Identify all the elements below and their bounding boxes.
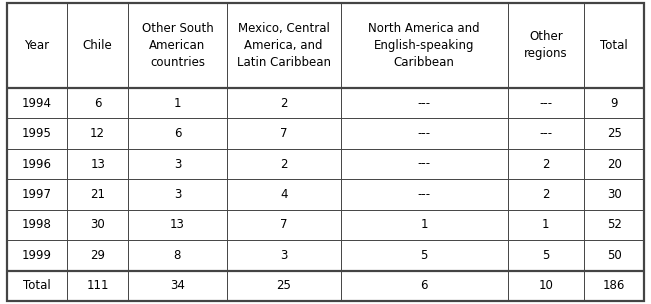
Text: 9: 9 — [611, 97, 618, 110]
Text: 7: 7 — [280, 127, 288, 140]
Text: ---: --- — [418, 188, 431, 201]
Text: 30: 30 — [90, 218, 105, 231]
Text: 13: 13 — [170, 218, 185, 231]
Text: 1997: 1997 — [22, 188, 52, 201]
Text: Other South
American
countries: Other South American countries — [141, 22, 214, 69]
Text: 50: 50 — [607, 249, 622, 262]
Text: 25: 25 — [607, 127, 622, 140]
Text: 13: 13 — [90, 157, 105, 171]
Text: ---: --- — [418, 127, 431, 140]
Text: 3: 3 — [174, 157, 181, 171]
Text: 186: 186 — [603, 279, 626, 292]
Text: 1: 1 — [542, 218, 549, 231]
Text: 1: 1 — [174, 97, 181, 110]
Text: Other
regions: Other regions — [524, 30, 568, 60]
Text: 1998: 1998 — [22, 218, 52, 231]
Text: 5: 5 — [542, 249, 549, 262]
Text: ---: --- — [418, 157, 431, 171]
Text: 3: 3 — [280, 249, 287, 262]
Text: Year: Year — [24, 39, 49, 52]
Text: 1994: 1994 — [22, 97, 52, 110]
Text: 25: 25 — [276, 279, 291, 292]
Text: Chile: Chile — [83, 39, 113, 52]
Text: North America and
English-speaking
Caribbean: North America and English-speaking Carib… — [368, 22, 480, 69]
Text: Total: Total — [23, 279, 51, 292]
Text: 29: 29 — [90, 249, 105, 262]
Text: 1995: 1995 — [22, 127, 52, 140]
Text: 2: 2 — [280, 97, 288, 110]
Text: ---: --- — [418, 97, 431, 110]
Text: Mexico, Central
America, and
Latin Caribbean: Mexico, Central America, and Latin Carib… — [237, 22, 331, 69]
Text: 5: 5 — [421, 249, 428, 262]
Text: 52: 52 — [607, 218, 622, 231]
Text: 10: 10 — [538, 279, 553, 292]
Text: 30: 30 — [607, 188, 622, 201]
Text: 1996: 1996 — [22, 157, 52, 171]
Text: 6: 6 — [174, 127, 181, 140]
Text: 2: 2 — [280, 157, 288, 171]
Text: 6: 6 — [421, 279, 428, 292]
Text: Total: Total — [600, 39, 628, 52]
Text: 12: 12 — [90, 127, 105, 140]
Text: 111: 111 — [87, 279, 109, 292]
Text: 6: 6 — [94, 97, 102, 110]
Text: 3: 3 — [174, 188, 181, 201]
Text: 1: 1 — [421, 218, 428, 231]
Text: 4: 4 — [280, 188, 288, 201]
Text: 2: 2 — [542, 157, 549, 171]
Text: 2: 2 — [542, 188, 549, 201]
Text: 1999: 1999 — [22, 249, 52, 262]
Text: 21: 21 — [90, 188, 105, 201]
Text: ---: --- — [539, 127, 552, 140]
Text: 8: 8 — [174, 249, 181, 262]
Text: 34: 34 — [170, 279, 185, 292]
Text: 7: 7 — [280, 218, 288, 231]
Text: ---: --- — [539, 97, 552, 110]
Text: 20: 20 — [607, 157, 622, 171]
